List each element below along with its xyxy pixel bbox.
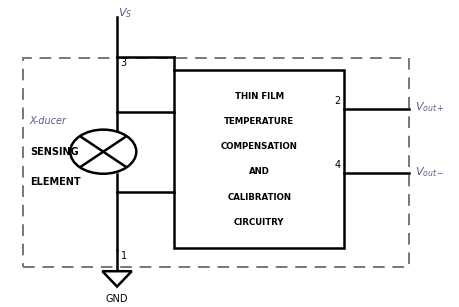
Bar [174,71,344,248]
Text: X-ducer: X-ducer [30,116,67,126]
Text: COMPENSATION: COMPENSATION [221,142,298,151]
Text: 2: 2 [334,96,341,106]
Text: 1: 1 [121,251,127,261]
Text: 4: 4 [335,160,341,170]
Bar [23,58,409,266]
Text: V$_\mathregular{out+}$: V$_\mathregular{out+}$ [415,100,445,114]
Polygon shape [102,271,132,286]
Text: 3: 3 [121,58,127,68]
Text: TEMPERATURE: TEMPERATURE [224,117,294,126]
Text: GND: GND [106,294,129,304]
Text: V$_\mathregular{S}$: V$_\mathregular{S}$ [118,6,133,20]
Text: CALIBRATION: CALIBRATION [227,192,291,202]
Text: THIN FILM: THIN FILM [235,92,284,101]
Text: SENSING: SENSING [30,147,78,157]
Text: V$_\mathregular{out-}$: V$_\mathregular{out-}$ [415,165,445,178]
Text: ELEMENT: ELEMENT [30,177,80,187]
Text: CIRCUITRY: CIRCUITRY [234,218,285,227]
Text: AND: AND [249,167,270,177]
Circle shape [70,130,136,174]
